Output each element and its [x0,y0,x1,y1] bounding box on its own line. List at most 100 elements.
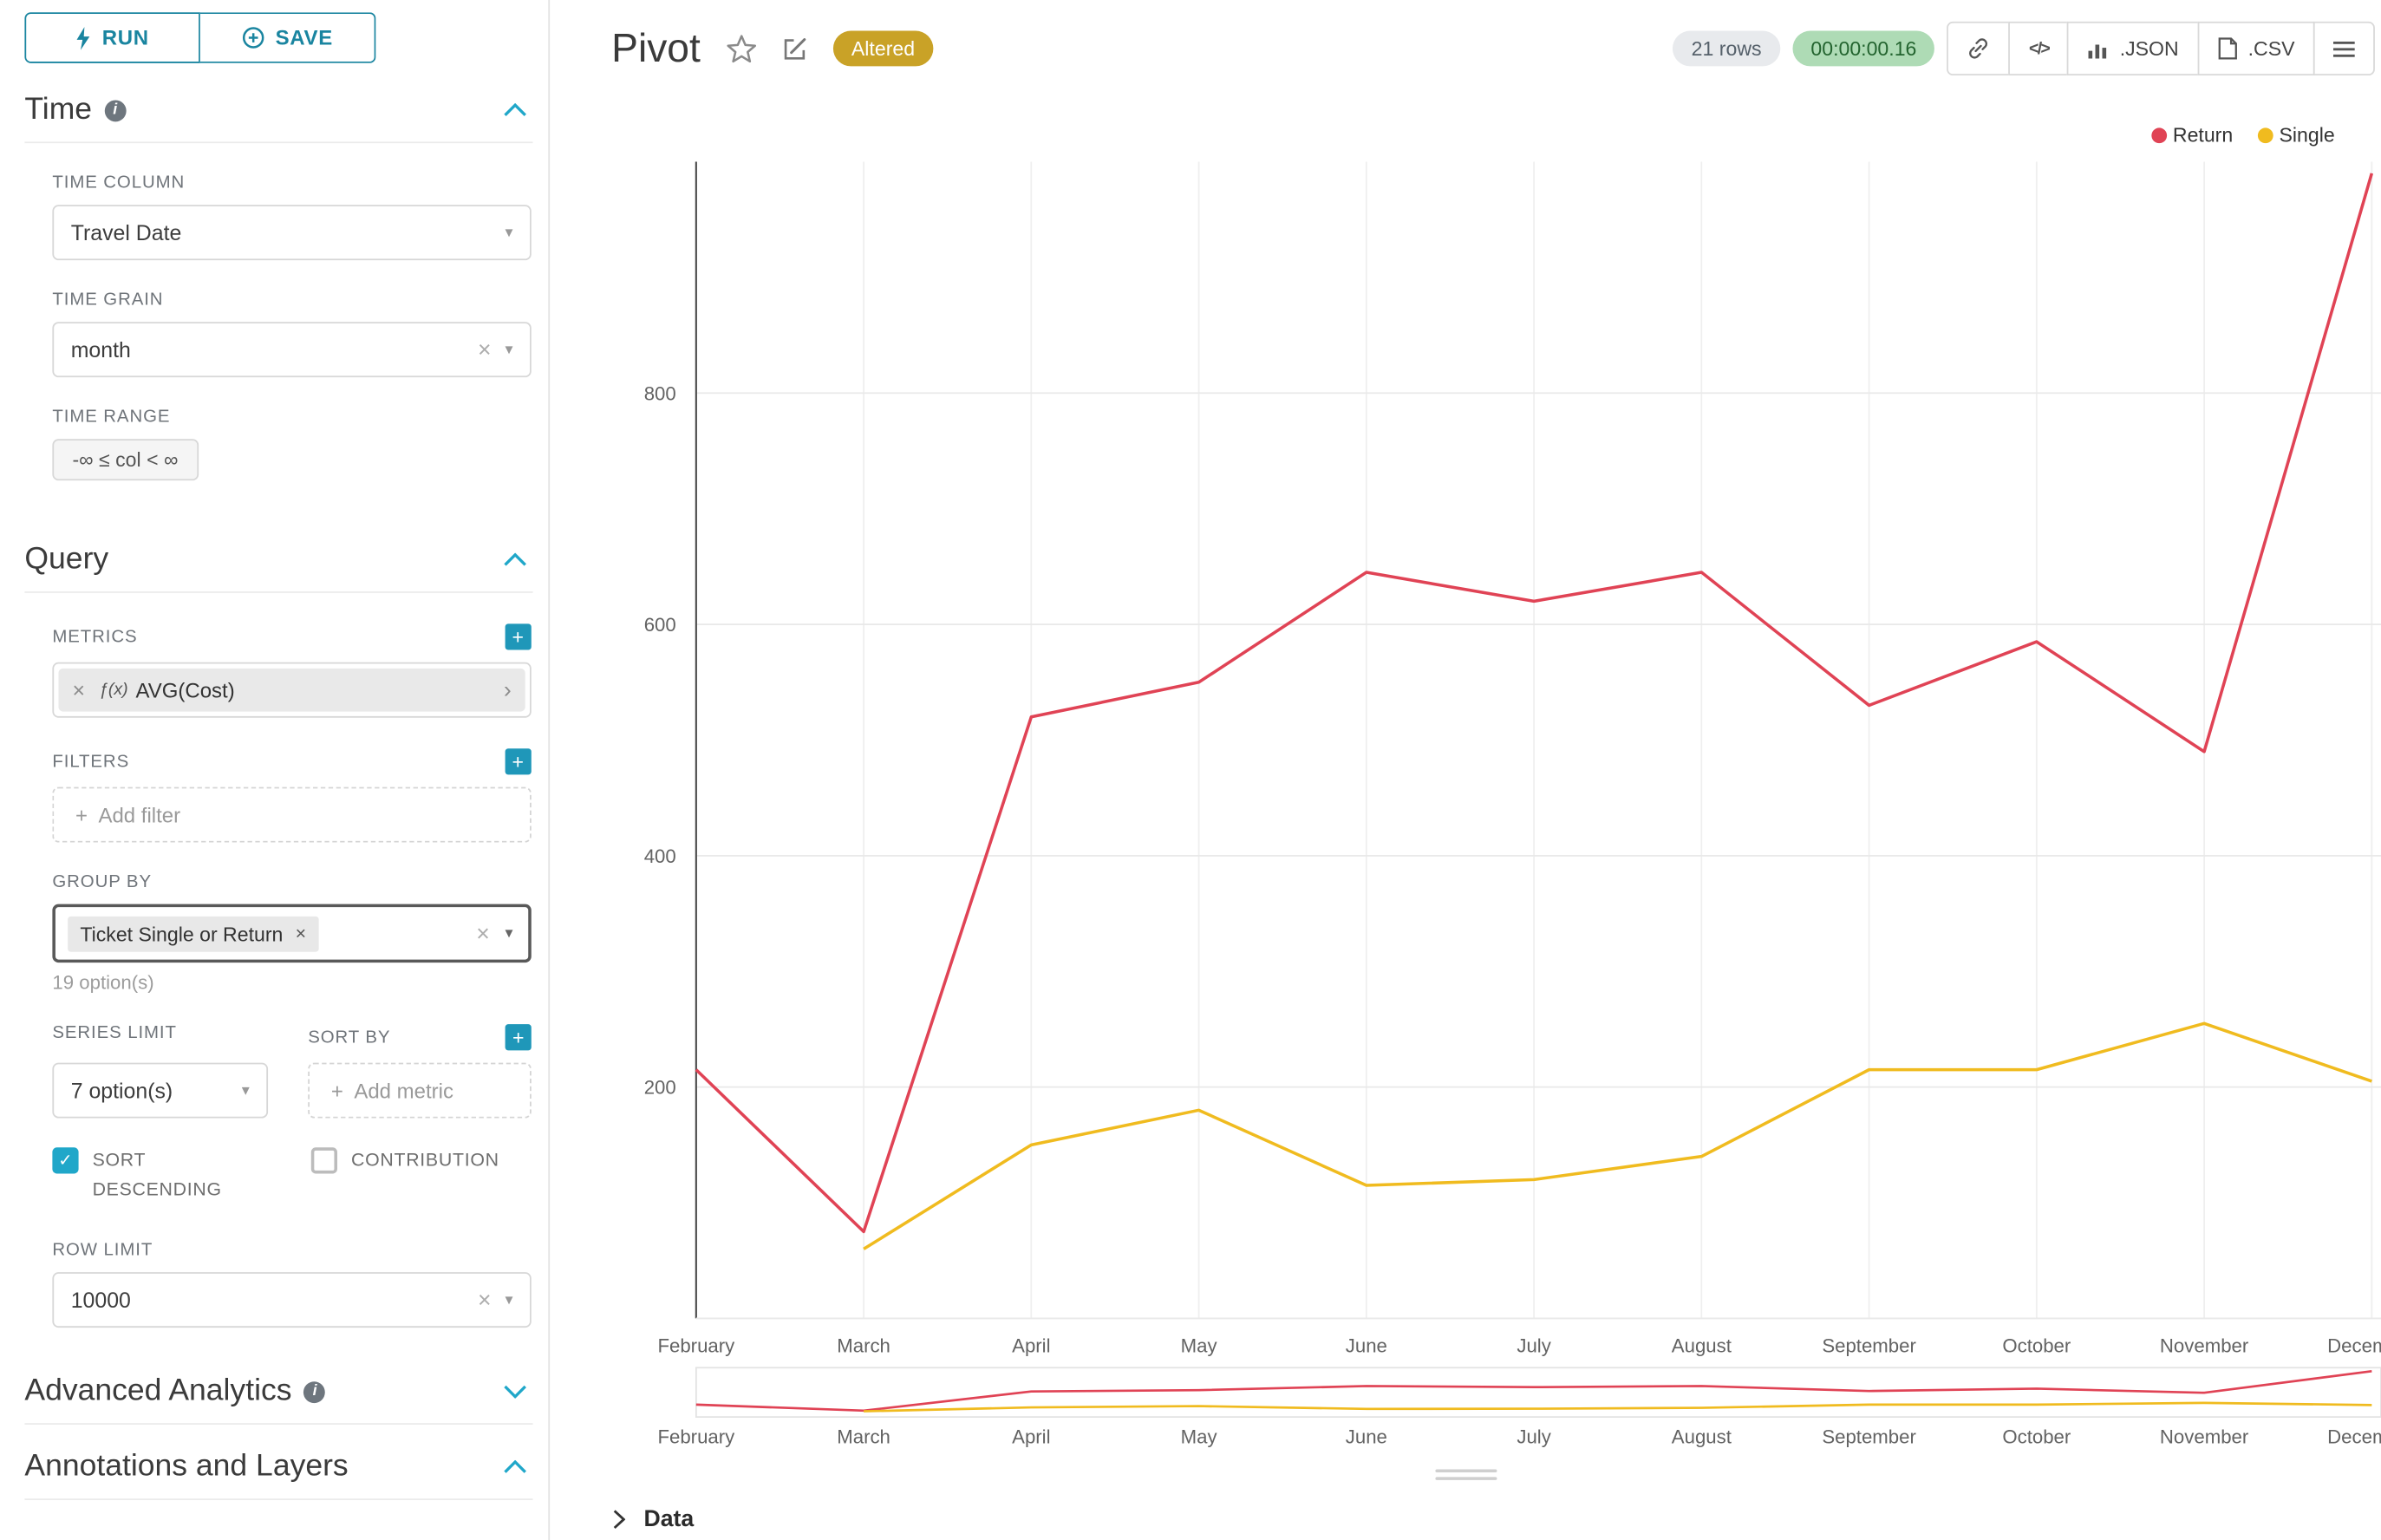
export-json-button[interactable]: .JSON [2067,21,2199,76]
group-by-options-hint: 19 option(s) [52,971,154,994]
save-button[interactable]: SAVE [199,12,376,63]
sort-descending-checkbox[interactable]: ✓ SORT DESCENDING [52,1145,234,1204]
csv-label: .CSV [2247,36,2295,61]
chevron-up-icon [504,103,526,117]
svg-text:December: December [2327,1426,2381,1447]
group-by-chip[interactable]: Ticket Single or Return × [68,915,319,951]
favorite-star-icon[interactable] [727,34,756,63]
series-limit-value: 7 option(s) [70,1078,173,1103]
sort-by-label: SORT BY [308,1028,391,1047]
menu-icon [2332,41,2355,56]
link-icon [1969,38,1988,59]
time-column-value: Travel Date [70,219,182,245]
contribution-label: CONTRIBUTION [350,1149,499,1171]
svg-text:September: September [1822,1335,1916,1357]
svg-text:March: March [837,1335,890,1357]
series-limit-select[interactable]: 7 option(s) ▾ [52,1062,269,1119]
svg-text:October: October [2002,1335,2071,1357]
svg-text:August: August [1672,1335,1732,1357]
section-header-annotations[interactable]: Annotations and Layers [24,1450,533,1501]
legend-item[interactable]: Return [2151,123,2233,147]
svg-text:July: July [1517,1335,1551,1357]
section-title: Time [24,92,93,127]
time-grain-value: month [70,336,131,362]
svg-text:March: March [837,1426,890,1447]
section-title: Annotations and Layers [24,1450,349,1485]
svg-text:December: December [2327,1335,2381,1357]
time-grain-select[interactable]: month × ▾ [52,322,532,378]
sort-descending-label: SORT DESCENDING [92,1149,222,1200]
chevron-down-icon: ▾ [241,1081,250,1100]
svg-text:February: February [657,1335,735,1357]
bolt-icon [76,26,90,49]
filters-label: FILTERS [52,752,130,771]
time-grain-label: TIME GRAIN [52,290,164,310]
section-title: Query [24,542,109,577]
add-filter-button[interactable]: + [505,748,532,775]
svg-text:May: May [1181,1335,1218,1357]
chart-area: 200 400 600 800 February March April May June Jul… [551,0,2381,1540]
query-actions: RUN SAVE [24,12,532,63]
chevron-up-icon [504,1460,526,1474]
legend-item[interactable]: Single [2257,123,2335,147]
section-title: Advanced Analytics [24,1374,292,1409]
edit-title-icon[interactable] [782,36,808,62]
code-icon: </> [2029,39,2051,58]
svg-text:April: April [1012,1335,1050,1357]
filters-label-row: FILTERS + [52,748,532,775]
add-metric-button[interactable]: + [505,623,532,650]
plus-icon: + [330,1079,343,1102]
row-limit-select[interactable]: 10000 × ▾ [52,1272,532,1328]
chart-menu-button[interactable] [2313,21,2375,76]
chevron-down-icon: ▾ [505,924,513,943]
svg-text:June: June [1346,1426,1387,1447]
limit-sort-controls: 7 option(s) ▾ + Add metric [52,1062,532,1119]
export-csv-button[interactable]: .CSV [2197,21,2315,76]
limit-sort-labels: SERIES LIMIT SORT BY + [52,1024,532,1051]
copy-link-button[interactable] [1947,21,2011,76]
svg-text:November: November [2160,1335,2249,1357]
metrics-label-row: METRICS + [52,623,532,650]
altered-badge[interactable]: Altered [832,30,934,67]
legend-dot [2151,127,2167,143]
run-button[interactable]: RUN [24,12,200,63]
section-header-time[interactable]: Time i [24,92,533,144]
query-timer-badge: 00:00:00.16 [1792,30,1935,67]
group-by-select[interactable]: Ticket Single or Return × × ▾ [52,904,532,963]
time-range-value[interactable]: -∞ ≤ col < ∞ [52,439,199,481]
sort-by-dropzone[interactable]: + Add metric [308,1062,532,1119]
add-filter-dropzone[interactable]: + Add filter [52,786,532,843]
row-limit-value: 10000 [70,1288,131,1313]
clear-icon[interactable]: × [477,336,492,363]
chart-header: Pivot Altered 21 rows 00:00:00.16 </> [551,0,2381,76]
svg-text:April: April [1012,1426,1050,1447]
export-button-group: </> .JSON .CSV [1947,21,2375,76]
remove-chip-icon[interactable]: × [295,922,307,944]
fx-icon: ƒ(x) [99,681,128,700]
csv-file-icon [2218,37,2237,60]
resize-handle[interactable] [1426,1465,1506,1485]
add-sort-metric-button[interactable]: + [505,1024,532,1051]
clear-icon[interactable]: × [476,920,490,947]
chevron-up-icon [504,552,526,566]
row-count-badge: 21 rows [1673,30,1780,67]
contribution-checkbox[interactable]: ✓ CONTRIBUTION [310,1145,499,1175]
svg-text:September: September [1822,1426,1916,1447]
svg-text:600: 600 [644,614,676,636]
metric-chip[interactable]: × ƒ(x) AVG(Cost) › [58,668,525,712]
line-chart: 200 400 600 800 February March April May June Jul… [644,161,2381,1447]
info-icon[interactable]: i [104,99,127,121]
remove-metric-icon[interactable]: × [72,677,86,702]
section-header-query[interactable]: Query [24,542,533,593]
plus-icon: + [75,803,88,826]
embed-code-button[interactable]: </> [2008,21,2070,76]
time-column-select[interactable]: Travel Date ▾ [52,205,532,261]
info-icon[interactable]: i [303,1381,326,1403]
section-header-advanced-analytics[interactable]: Advanced Analytics i [24,1374,533,1426]
run-label: RUN [101,26,149,49]
chart-title: Pivot [611,24,701,71]
clear-icon[interactable]: × [477,1287,492,1314]
data-panel-toggle[interactable]: Data [613,1506,694,1532]
save-label: SAVE [275,26,333,49]
